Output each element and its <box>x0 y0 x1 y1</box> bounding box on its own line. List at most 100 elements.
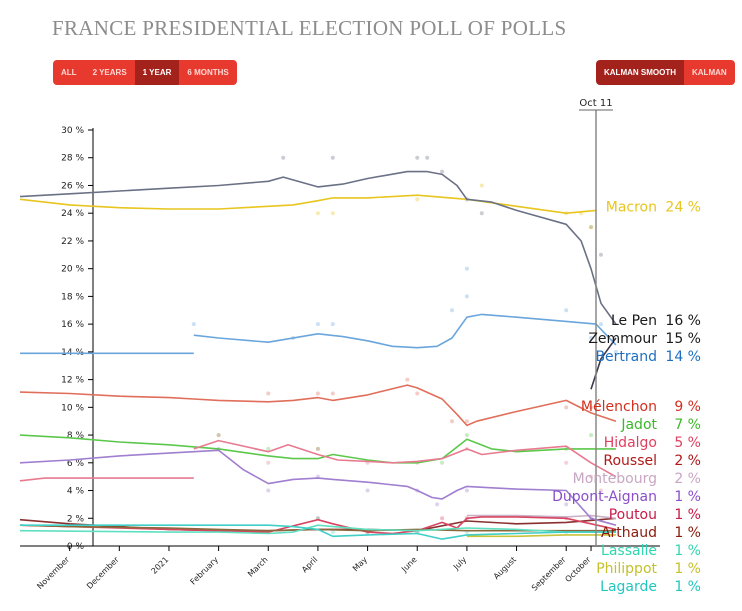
y-tick-label: 4 % <box>67 487 85 497</box>
poll-sample-dot <box>464 488 469 493</box>
poll-sample-dot <box>564 308 569 313</box>
poll-sample-dot <box>464 433 469 438</box>
smoothing-mode-selector: KALMAN SMOOTH KALMAN <box>596 60 735 85</box>
poll-sample-dot <box>415 197 420 202</box>
series-line-poutou <box>19 516 617 535</box>
y-tick-label: 22 % <box>61 237 84 247</box>
legend-value-dupont-aignan: 1 % <box>674 489 701 505</box>
legend-name-lassalle: Lassalle <box>601 543 657 559</box>
poll-sample-dot <box>589 225 594 230</box>
range-1-year-button[interactable]: 1 YEAR <box>134 60 180 85</box>
chart-title: FRANCE PRESIDENTIAL ELECTION POLL OF POL… <box>52 16 567 40</box>
poll-sample-dot <box>464 266 469 271</box>
poll-sample-dot <box>598 252 603 257</box>
series-line-hidalgo <box>193 439 617 478</box>
series-line-philippot <box>466 534 616 538</box>
x-tick-label: October <box>563 555 593 585</box>
x-tick-label: March <box>246 555 270 579</box>
legend-name-roussel: Roussel <box>603 453 657 469</box>
kalman-smooth-button[interactable]: KALMAN SMOOTH <box>596 60 684 85</box>
poll-sample-dot <box>191 322 196 327</box>
poll-sample-dot <box>589 336 594 340</box>
poll-sample-dot <box>315 446 320 451</box>
legend-name-melenchon: Mélenchon <box>581 399 657 415</box>
time-range-selector: ALL 2 YEARS 1 YEAR 6 MONTHS <box>53 60 237 85</box>
poll-sample-dot <box>440 460 445 465</box>
poll-sample-dot <box>266 460 271 465</box>
series-line-jadot <box>19 434 616 464</box>
x-tick-label: May <box>351 555 369 573</box>
poll-sample-dot <box>315 391 320 396</box>
legend-name-le-pen: Le Pen <box>611 313 657 329</box>
poll-sample-dot <box>425 155 430 160</box>
poll-sample-dot <box>216 433 221 438</box>
y-tick-label: 24 % <box>61 209 84 219</box>
legend-value-lassalle: 1 % <box>674 543 701 559</box>
poll-sample-dot <box>564 405 569 410</box>
range-2-years-button[interactable]: 2 YEARS <box>84 60 135 85</box>
legend-name-zemmour: Zemmour <box>588 331 657 347</box>
legend-name-philippot: Philippot <box>596 561 657 577</box>
poll-sample-dot <box>598 322 603 327</box>
poll-sample-dot <box>435 502 440 507</box>
poll-sample-dot <box>315 211 320 216</box>
legend-name-poutou: Poutou <box>609 507 657 523</box>
legend-name-dupont-aignan: Dupont-Aignan <box>552 489 657 505</box>
series-line-montebourg <box>466 514 616 520</box>
range-6-months-button[interactable]: 6 MONTHS <box>179 60 237 85</box>
range-all-button[interactable]: ALL <box>53 60 85 85</box>
x-tick-label: 2021 <box>150 555 171 576</box>
poll-sample-dot <box>330 391 335 396</box>
poll-sample-dot <box>564 460 569 465</box>
legend-value-lagarde: 1 % <box>674 579 701 595</box>
poll-sample-dot <box>589 433 594 438</box>
legend-name-lagarde: Lagarde <box>600 579 657 595</box>
poll-sample-dot <box>315 322 320 327</box>
legend-name-bertrand: Bertrand <box>595 349 657 365</box>
poll-sample-dot <box>330 155 335 160</box>
y-tick-label: 30 % <box>61 126 84 136</box>
y-tick-label: 20 % <box>61 265 84 275</box>
legend-value-jadot: 7 % <box>674 417 701 433</box>
poll-sample-dot <box>450 308 454 313</box>
poll-sample-dot <box>613 349 618 354</box>
x-tick-label: December <box>85 555 121 591</box>
x-tick-label: July <box>451 555 468 572</box>
legend-value-philippot: 1 % <box>674 561 701 577</box>
y-tick-label: 28 % <box>61 154 84 164</box>
legend-name-hidalgo: Hidalgo <box>604 435 657 451</box>
y-tick-label: 2 % <box>67 514 85 524</box>
poll-sample-dot <box>464 294 469 299</box>
y-tick-label: 10 % <box>61 403 84 413</box>
poll-sample-dot <box>464 419 469 424</box>
y-tick-label: 8 % <box>67 431 85 441</box>
poll-sample-dot <box>415 155 420 160</box>
legend-value-hidalgo: 5 % <box>674 435 701 451</box>
legend-value-montebourg: 2 % <box>674 471 701 487</box>
legend-value-poutou: 1 % <box>674 507 701 523</box>
poll-sample-dot <box>266 446 271 451</box>
poll-sample-dot <box>266 488 271 493</box>
poll-sample-dot <box>450 419 454 424</box>
x-tick-label: June <box>399 555 418 574</box>
series-line-macron <box>19 194 597 214</box>
legend-value-melenchon: 9 % <box>674 399 701 415</box>
kalman-button[interactable]: KALMAN <box>684 60 735 85</box>
poll-sample-dot <box>479 183 484 188</box>
x-tick-label: February <box>189 555 221 587</box>
poll-sample-dot <box>365 488 370 493</box>
x-tick-label: April <box>300 555 319 574</box>
legend-value-bertrand: 14 % <box>665 349 701 365</box>
y-tick-label: 18 % <box>61 292 84 302</box>
poll-sample-dot <box>315 446 320 451</box>
y-tick-label: 26 % <box>61 181 84 191</box>
y-tick-label: 12 % <box>61 376 84 386</box>
poll-sample-dot <box>440 516 445 521</box>
x-tick-label: September <box>530 555 568 593</box>
series-line-arthaud <box>19 524 616 532</box>
legend-name-montebourg: Montebourg <box>573 471 657 487</box>
poll-sample-dot <box>589 405 594 410</box>
legend-value-roussel: 2 % <box>674 453 701 469</box>
poll-sample-dot <box>564 502 569 507</box>
